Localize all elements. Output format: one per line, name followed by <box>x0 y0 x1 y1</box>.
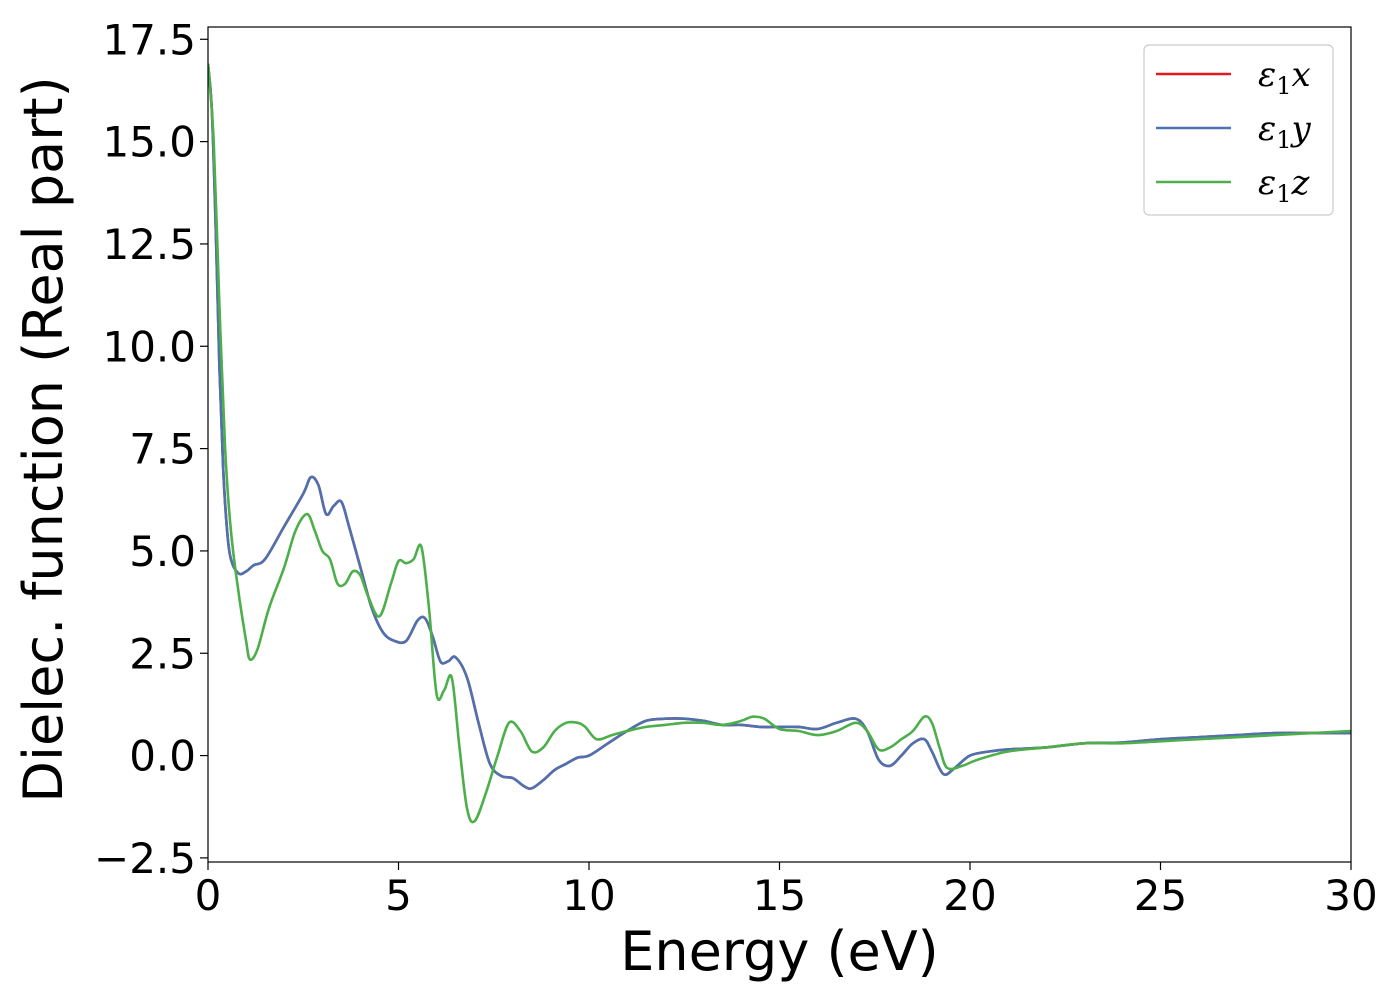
y-tick-label: 10.0 <box>102 322 196 371</box>
legend-label: ε1x <box>1258 55 1311 100</box>
x-axis: 0 5 10 15 20 25 30 <box>195 862 1378 920</box>
x-tick-label: 30 <box>1324 871 1377 920</box>
series-line-z <box>208 63 1351 824</box>
y-tick-label: 2.5 <box>129 629 196 678</box>
series-layer <box>208 63 1351 824</box>
x-tick-label: 5 <box>385 871 412 920</box>
y-tick-label: 12.5 <box>102 220 196 269</box>
y-tick-label: 7.5 <box>129 425 196 474</box>
x-tick-label: 25 <box>1134 871 1187 920</box>
x-tick-label: 20 <box>943 871 996 920</box>
y-tick-label: 0.0 <box>129 732 196 781</box>
legend-label: ε1z <box>1258 163 1311 208</box>
y-tick-label: −2.5 <box>94 834 196 883</box>
y-tick-label: 5.0 <box>129 527 196 576</box>
y-axis: −2.5 0.0 2.5 5.0 7.5 10.0 12.5 15.0 17.5 <box>94 15 208 883</box>
x-tick-label: 10 <box>562 871 615 920</box>
legend-item-x: ε1x <box>1156 55 1311 100</box>
legend-item-z: ε1z <box>1156 163 1311 208</box>
legend-box <box>1143 44 1334 216</box>
legend-item-y: ε1y <box>1156 109 1312 154</box>
y-axis-title: Dielec. function (Real part) <box>12 76 75 802</box>
x-tick-label: 15 <box>753 871 806 920</box>
legend: ε1x ε1y ε1z <box>1143 44 1334 216</box>
legend-label: ε1y <box>1258 109 1312 154</box>
y-tick-label: 17.5 <box>102 15 196 64</box>
series-line-y <box>208 63 1351 790</box>
y-tick-label: 15.0 <box>102 118 196 167</box>
x-axis-title: Energy (eV) <box>620 920 939 983</box>
x-tick-label: 0 <box>195 871 222 920</box>
